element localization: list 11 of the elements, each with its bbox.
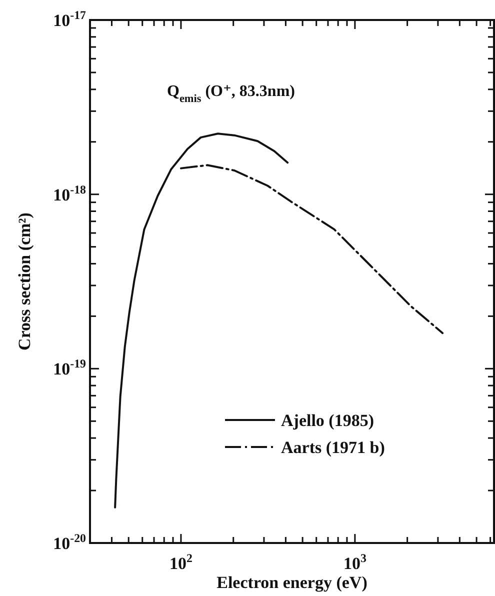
legend-label: Ajello (1985) — [281, 411, 374, 430]
x-tick-label: 10$^{3}$ — [343, 551, 366, 573]
y-tick-label: 10$^{-17}$ — [53, 8, 86, 30]
text: Q$_{emis}$ (O⁺, 83.3nm) — [167, 83, 295, 105]
y-tick-label: 10$^{-19}$ — [53, 356, 86, 379]
y-tick-label: 10$^{-18}$ — [53, 182, 86, 204]
y-axis-title: Cross section (cm²) — [15, 212, 34, 350]
legend-label: Aarts (1971 b) — [281, 438, 385, 457]
x-axis-title: Electron energy (eV) — [216, 573, 368, 592]
y-tick-label: 10$^{-20}$ — [53, 531, 86, 553]
x-tick-label: 10$^{2}$ — [169, 551, 192, 573]
